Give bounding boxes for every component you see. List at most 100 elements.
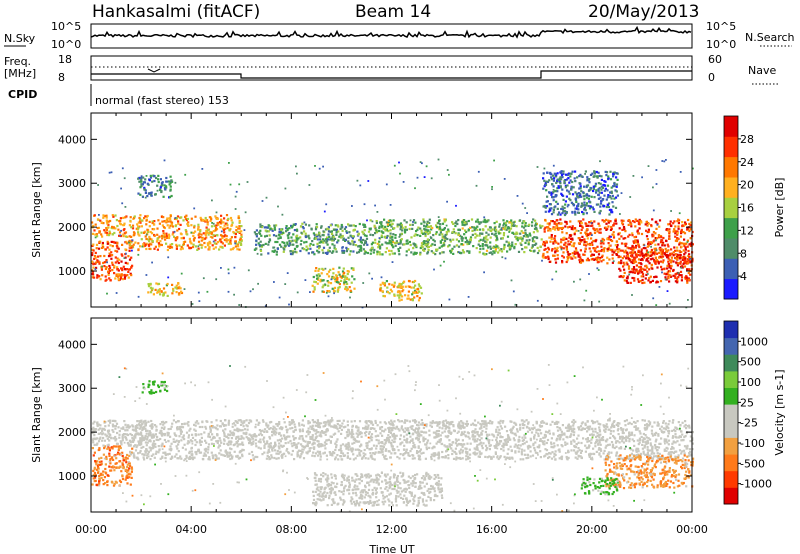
echo-cell (495, 236, 499, 240)
echo-cell (609, 211, 613, 214)
echo-cell (597, 189, 600, 192)
echo-cell (121, 278, 124, 281)
echo-cell (600, 178, 603, 181)
echo-cell (650, 263, 653, 266)
echo-cell (331, 425, 334, 428)
echo-cell (315, 267, 318, 270)
echo-cell (614, 196, 618, 199)
echo-cell (563, 238, 566, 241)
echo-cell (96, 471, 100, 474)
echo-cell (147, 420, 150, 423)
echo-cell (192, 231, 195, 234)
echo-cell (652, 240, 655, 243)
echo-cell (534, 219, 537, 222)
echo-cell (566, 173, 569, 177)
echo-cell (117, 445, 120, 448)
echo-cell (126, 433, 130, 437)
echo-cell (98, 275, 101, 278)
echo-cell (535, 223, 538, 226)
echo-cell (151, 240, 154, 243)
echo-cell (329, 282, 333, 285)
echo-cell (412, 247, 415, 250)
echo-cell (511, 243, 514, 246)
echo-cell (585, 241, 588, 244)
echo-cell (556, 172, 559, 175)
echo-cell (322, 421, 326, 424)
echo-cell (96, 218, 100, 221)
echo-cell (604, 226, 607, 229)
echo-cell (122, 467, 125, 470)
echo-cell (302, 448, 305, 451)
echo-cell (580, 221, 583, 224)
echo-cell (488, 455, 491, 458)
echo-cell (646, 270, 649, 273)
echo-cell (681, 266, 684, 269)
echo-cell (333, 244, 336, 247)
echo-cell (646, 252, 649, 255)
echo-cell (560, 227, 563, 230)
echo-cell (377, 229, 381, 233)
echo-cell (428, 221, 431, 224)
echo-cell (568, 425, 571, 429)
echo-cell (130, 451, 134, 454)
echo-cell (261, 200, 264, 202)
echo-cell (215, 211, 218, 214)
echo-cell (556, 254, 559, 257)
echo-cell (137, 233, 140, 236)
echo-cell (146, 429, 149, 432)
echo-cell (158, 245, 161, 248)
echo-cell (677, 218, 680, 221)
echo-cell (283, 248, 286, 251)
echo-cell (344, 285, 347, 289)
echo-cell (326, 273, 329, 276)
echo-cell (615, 253, 618, 256)
echo-cell (112, 226, 115, 229)
echo-cell (615, 222, 618, 225)
echo-cell (153, 424, 157, 427)
echo-cell (612, 185, 615, 188)
echo-cell (685, 262, 688, 265)
echo-cell (608, 208, 611, 211)
echo-cell (463, 219, 466, 222)
echo-cell (400, 283, 403, 286)
echo-cell (206, 228, 209, 231)
echo-cell (140, 177, 143, 180)
echo-cell (296, 172, 298, 175)
echo-cell (422, 438, 426, 441)
echo-cell (542, 243, 545, 246)
echo-cell (563, 181, 566, 184)
echo-cell (585, 224, 588, 227)
echo-cell (487, 246, 490, 249)
echo-cell (110, 251, 113, 254)
echo-cell (647, 254, 650, 257)
echo-cell (549, 240, 552, 243)
echo-cell (610, 249, 613, 252)
echo-cell (163, 220, 167, 223)
echo-cell (482, 238, 485, 241)
echo-cell (106, 292, 108, 295)
echo-cell (249, 441, 252, 444)
echo-cell (544, 206, 547, 209)
echo-cell (554, 258, 557, 261)
echo-cell (163, 427, 166, 431)
echo-cell (102, 479, 105, 482)
nsky-frame (90, 23, 693, 49)
echo-cell (649, 275, 652, 278)
echo-cell (599, 242, 602, 245)
echo-cell (595, 250, 598, 253)
echo-cell (325, 203, 328, 206)
echo-cell (467, 228, 470, 231)
echo-cell (448, 173, 450, 176)
echo-cell (172, 231, 175, 234)
echo-cell (669, 275, 673, 278)
echo-cell (363, 229, 366, 232)
echo-cell (137, 221, 140, 224)
echo-cell (398, 161, 400, 164)
echo-cell (525, 235, 528, 238)
echo-cell (167, 233, 171, 236)
echo-cell (645, 428, 648, 431)
echo-cell (516, 195, 519, 197)
echo-cell (639, 268, 643, 271)
echo-cell (672, 268, 675, 272)
echo-cell (141, 439, 144, 442)
